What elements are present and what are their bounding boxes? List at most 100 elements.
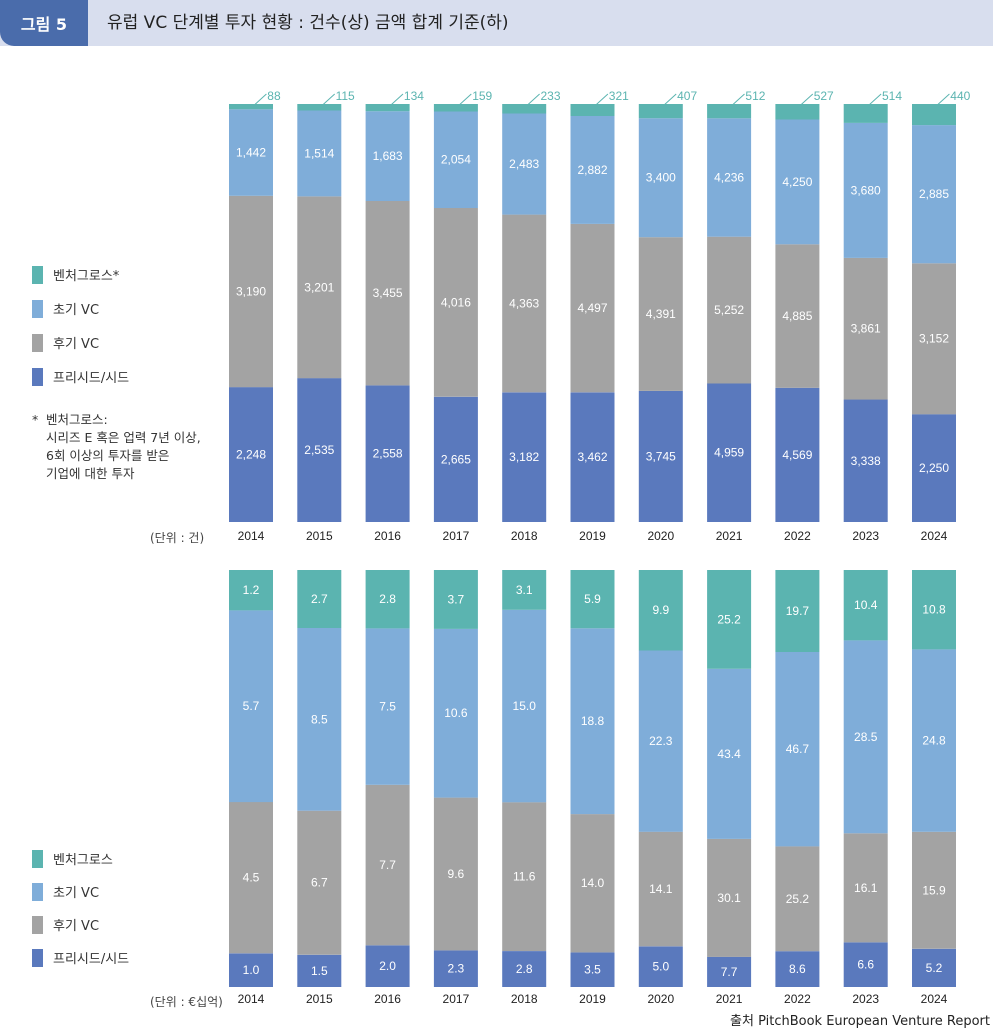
bar-segment-venture-growth	[433, 104, 478, 112]
data-label: 4,236	[714, 171, 744, 185]
data-label: 4,959	[714, 446, 744, 460]
data-label: 5.7	[243, 699, 260, 713]
legend-label: 후기 VC	[53, 337, 100, 352]
data-label: 5,252	[714, 303, 744, 317]
data-label: 4,569	[782, 448, 812, 462]
data-label: 1,514	[304, 147, 334, 161]
bar-segment-late-vc	[912, 263, 956, 415]
legend-swatch	[32, 882, 43, 901]
bar-segment-preseed-seed	[843, 942, 888, 987]
data-label: 1.2	[243, 583, 260, 597]
bar-segment-late-vc	[502, 802, 547, 951]
footnote-marker: *	[32, 412, 39, 427]
data-label: 1,683	[373, 149, 403, 163]
bar-segment-early-vc	[570, 628, 615, 815]
data-label: 2,882	[577, 163, 607, 177]
bar-segment-venture-growth	[843, 104, 888, 123]
x-tick-label: 2022	[784, 529, 811, 543]
data-label: 2,558	[373, 447, 403, 461]
data-label: 3,338	[851, 454, 881, 468]
leader-line	[867, 93, 882, 107]
data-label: 3.1	[516, 583, 533, 597]
bar-segment-preseed-seed	[638, 946, 683, 987]
bar-segment-early-vc	[502, 609, 547, 803]
data-label: 321	[609, 89, 629, 103]
legend-label: 프리시드/시드	[53, 952, 130, 967]
bar-segment-late-vc	[365, 784, 410, 946]
data-label: 4,363	[509, 297, 539, 311]
data-label: 2.8	[516, 962, 533, 976]
bar-segment-late-vc	[843, 833, 888, 943]
bar-segment-preseed-seed	[365, 945, 410, 987]
data-label: 4,497	[577, 301, 607, 315]
legend-item-venture-growth: 벤처그로스*	[32, 265, 119, 284]
x-tick-label: 2024	[921, 992, 948, 1006]
bar-segment-venture-growth	[570, 570, 615, 629]
data-label: 3,201	[304, 280, 334, 294]
figure-header: 그림 5 유럽 VC 단계별 투자 현황 : 건수(상) 금액 합계 기준(하)	[0, 0, 993, 46]
source-note: 출처 PitchBook European Venture Report	[730, 1014, 990, 1029]
x-tick-label: 2019	[579, 529, 606, 543]
bar-segment-early-vc	[843, 122, 888, 258]
bar-segment-venture-growth	[912, 570, 956, 650]
bar-segment-venture-growth	[433, 570, 478, 629]
bar-segment-venture-growth	[365, 570, 410, 629]
bar-segment-preseed-seed	[912, 948, 956, 987]
data-label: 9.6	[448, 867, 465, 881]
x-tick-label: 2021	[716, 992, 743, 1006]
leader-line	[594, 93, 609, 107]
leader-line	[457, 93, 472, 107]
legend-label: 초기 VC	[53, 886, 100, 901]
data-label: 115	[336, 89, 355, 103]
leader-line	[252, 93, 267, 107]
bar-segment-preseed-seed	[912, 414, 956, 522]
data-label: 16.1	[854, 881, 878, 895]
data-label: 2,248	[236, 448, 266, 462]
data-label: 527	[814, 89, 834, 103]
data-label: 6.6	[857, 958, 874, 972]
data-label: 24.8	[922, 734, 946, 748]
bar-segment-late-vc	[365, 201, 410, 386]
data-label: 25.2	[717, 612, 741, 626]
x-tick-label: 2016	[374, 992, 401, 1006]
data-label: 30.1	[717, 891, 741, 905]
data-label: 4,885	[782, 309, 812, 323]
x-tick-label: 2018	[511, 992, 538, 1006]
data-label: 4,391	[646, 307, 676, 321]
bar-segment-late-vc	[775, 244, 820, 388]
bar-segment-late-vc	[433, 797, 478, 951]
legend-swatch	[32, 333, 43, 352]
legend-item-late-vc: 후기 VC	[32, 915, 99, 934]
data-label: 4,250	[782, 175, 812, 189]
data-label: 1.0	[243, 963, 260, 977]
x-tick-label: 2020	[647, 992, 674, 1006]
data-label: 2,483	[509, 157, 539, 171]
bar-segment-early-vc	[365, 628, 410, 785]
bar-segment-late-vc	[229, 195, 273, 388]
data-label: 14.0	[581, 876, 605, 890]
figure-label: 그림 5	[0, 0, 88, 46]
bar-segment-venture-growth	[843, 570, 888, 641]
legend-item-preseed-seed: 프리시드/시드	[32, 948, 129, 967]
data-label: 22.3	[649, 734, 673, 748]
bar-segment-early-vc	[502, 113, 547, 215]
bar-segment-late-vc	[570, 223, 615, 393]
data-label: 5.9	[584, 592, 601, 606]
bar-segment-early-vc	[365, 111, 410, 201]
bar-segment-venture-growth	[365, 104, 410, 112]
data-label: 2.8	[379, 592, 396, 606]
footnote-line: 벤처그로스:	[46, 412, 108, 427]
leader-line	[321, 93, 336, 107]
footnote-line: 6회 이상의 투자를 받은	[46, 448, 170, 463]
unit-label-top: (단위 : 건)	[150, 531, 205, 545]
data-label: 3,182	[509, 450, 539, 464]
bar-segment-preseed-seed	[775, 951, 820, 987]
data-label: 15.0	[513, 699, 537, 713]
bar-segment-venture-growth	[775, 104, 820, 120]
x-tick-label: 2014	[238, 529, 265, 543]
bar-segment-venture-growth	[297, 570, 342, 628]
footnote-line: 기업에 대한 투자	[46, 466, 135, 481]
legend-label: 프리시드/시드	[53, 371, 130, 386]
data-label: 2,054	[441, 153, 471, 167]
